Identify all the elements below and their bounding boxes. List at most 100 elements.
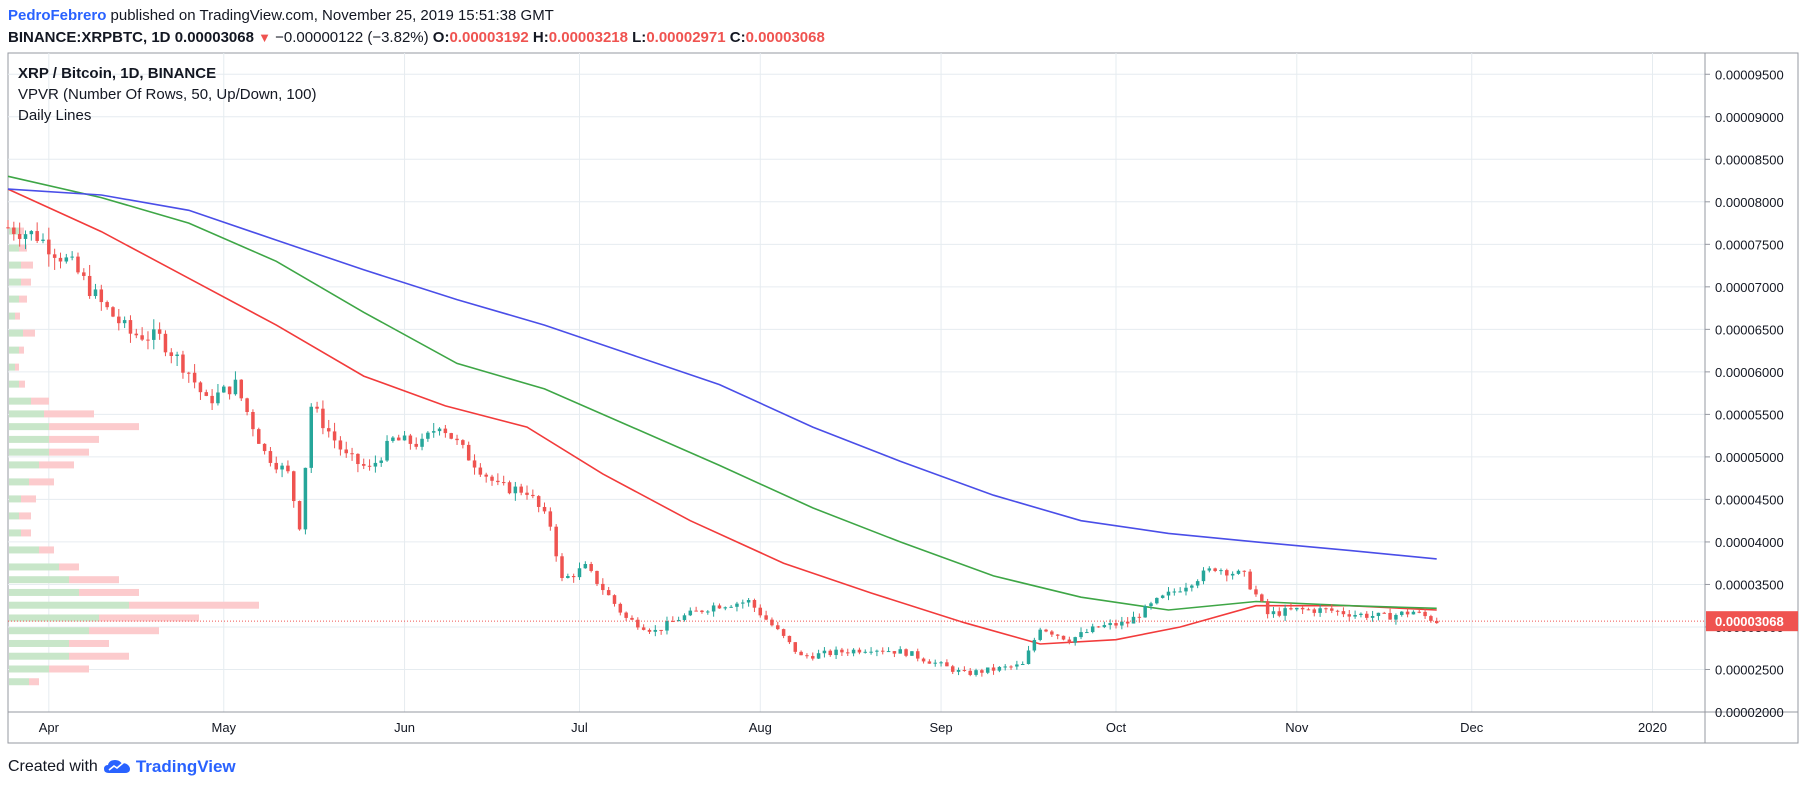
time-tick-label: Oct	[1106, 720, 1127, 735]
candle-body	[566, 576, 570, 578]
candle-body	[846, 652, 850, 654]
candle-body	[443, 428, 448, 434]
tradingview-brand-link[interactable]: TradingView	[135, 757, 236, 776]
price-tick-label: 0.00009500	[1715, 67, 1784, 82]
candle-body	[1312, 609, 1317, 613]
candle-body	[851, 649, 856, 654]
chart-frame	[7, 52, 1799, 744]
candle-body	[204, 392, 209, 396]
candle-body	[1394, 614, 1398, 620]
vpvr-row-up	[9, 244, 19, 252]
vpvr-row-up	[9, 461, 39, 469]
vpvr-row-up	[9, 312, 15, 320]
candle-body	[1131, 616, 1136, 624]
legend-daily-lines: Daily Lines	[18, 107, 91, 124]
author-link[interactable]: PedroFebrero	[8, 7, 107, 24]
vpvr-row-down	[79, 588, 139, 596]
candle-body	[536, 496, 541, 507]
candle-body	[735, 603, 739, 607]
candle-body	[140, 335, 144, 340]
candle-body	[414, 443, 418, 447]
candle-body	[1225, 570, 1229, 576]
candle-body	[23, 234, 28, 239]
candle-body	[939, 662, 943, 664]
candle-body	[210, 395, 214, 404]
candle-body	[1318, 608, 1322, 613]
candle-body	[373, 462, 378, 467]
price-chart[interactable]: 0.00009500 0.00009000 0.00008500 0.00008000…	[0, 52, 1805, 752]
candle-body	[1149, 603, 1153, 607]
time-tick-label: 2020	[1638, 720, 1667, 735]
vpvr-row-up	[9, 295, 19, 303]
candle-body	[665, 621, 669, 631]
candle-body	[1277, 611, 1282, 616]
candle-body	[787, 635, 792, 643]
candle-body	[1388, 612, 1392, 620]
price-tick-label: 0.00004500	[1715, 492, 1784, 507]
vpvr-row-up	[9, 261, 21, 269]
candle-body	[542, 506, 547, 512]
vpvr-row-up	[9, 435, 49, 443]
price-tick-label: 0.00002500	[1715, 662, 1784, 677]
candle-body	[326, 428, 331, 432]
price-axis[interactable]: 0.00009500 0.00009000 0.00008500 0.00008000…	[1705, 67, 1798, 720]
candle-body	[379, 460, 383, 463]
last-price-tag	[1706, 611, 1798, 632]
candle-body	[461, 440, 465, 445]
vpvr-row-down	[44, 410, 94, 418]
candle-body	[811, 656, 815, 659]
candle-body	[630, 617, 634, 620]
candle-body	[822, 650, 827, 654]
candle-body	[29, 231, 34, 235]
candle-body	[641, 627, 646, 630]
candle-body	[1271, 611, 1276, 615]
candle-body	[1429, 616, 1433, 621]
candle-body	[723, 607, 728, 609]
candle-body	[402, 435, 407, 441]
candle-body	[921, 658, 926, 662]
candle-body	[396, 437, 401, 441]
candle-body	[618, 603, 623, 613]
candle-body	[606, 590, 611, 596]
open-label: O:	[432, 29, 450, 46]
candles	[6, 219, 1439, 677]
candle-body	[1207, 568, 1212, 571]
vpvr-row-up	[9, 380, 19, 388]
vpvr-row-down	[21, 529, 31, 537]
time-tick-label: Nov	[1285, 720, 1309, 735]
vpvr-row-down	[69, 639, 109, 647]
candle-body	[338, 440, 343, 450]
candle-body	[1096, 626, 1101, 628]
candle-body	[1050, 631, 1054, 635]
candle-body	[1405, 611, 1410, 615]
candle-body	[245, 398, 249, 413]
candle-body	[752, 600, 757, 608]
candle-body	[548, 511, 553, 527]
legend-vpvr: VPVR (Number Of Rows, 50, Up/Down, 100)	[18, 86, 316, 103]
candle-body	[105, 302, 109, 308]
vpvr-row-up	[9, 546, 39, 554]
candle-body	[496, 480, 500, 483]
candle-body	[950, 666, 955, 672]
candle-body	[1061, 635, 1066, 640]
candle-body	[1190, 585, 1194, 588]
candle-body	[455, 438, 459, 441]
footer: Created with TradingView	[8, 757, 236, 777]
vpvr-row-down	[29, 678, 39, 686]
candle-body	[41, 239, 45, 241]
candle-body	[227, 386, 232, 395]
time-axis[interactable]: Apr May Jun Jul Aug Sep Oct Nov Dec 2020	[39, 720, 1667, 735]
candle-body	[962, 669, 967, 671]
candle-body	[478, 467, 483, 475]
candle-body	[647, 629, 652, 632]
vpvr-row-up	[9, 397, 31, 405]
published-text: published on TradingView.com, November 2…	[106, 7, 554, 24]
candle-body	[262, 443, 267, 452]
candle-body	[128, 320, 133, 334]
candle-body	[1090, 626, 1095, 633]
candle-body	[1020, 664, 1025, 666]
candle-body	[222, 386, 226, 393]
time-tick-label: May	[211, 720, 236, 735]
candle-body	[1143, 606, 1147, 618]
candle-body	[1073, 637, 1077, 643]
